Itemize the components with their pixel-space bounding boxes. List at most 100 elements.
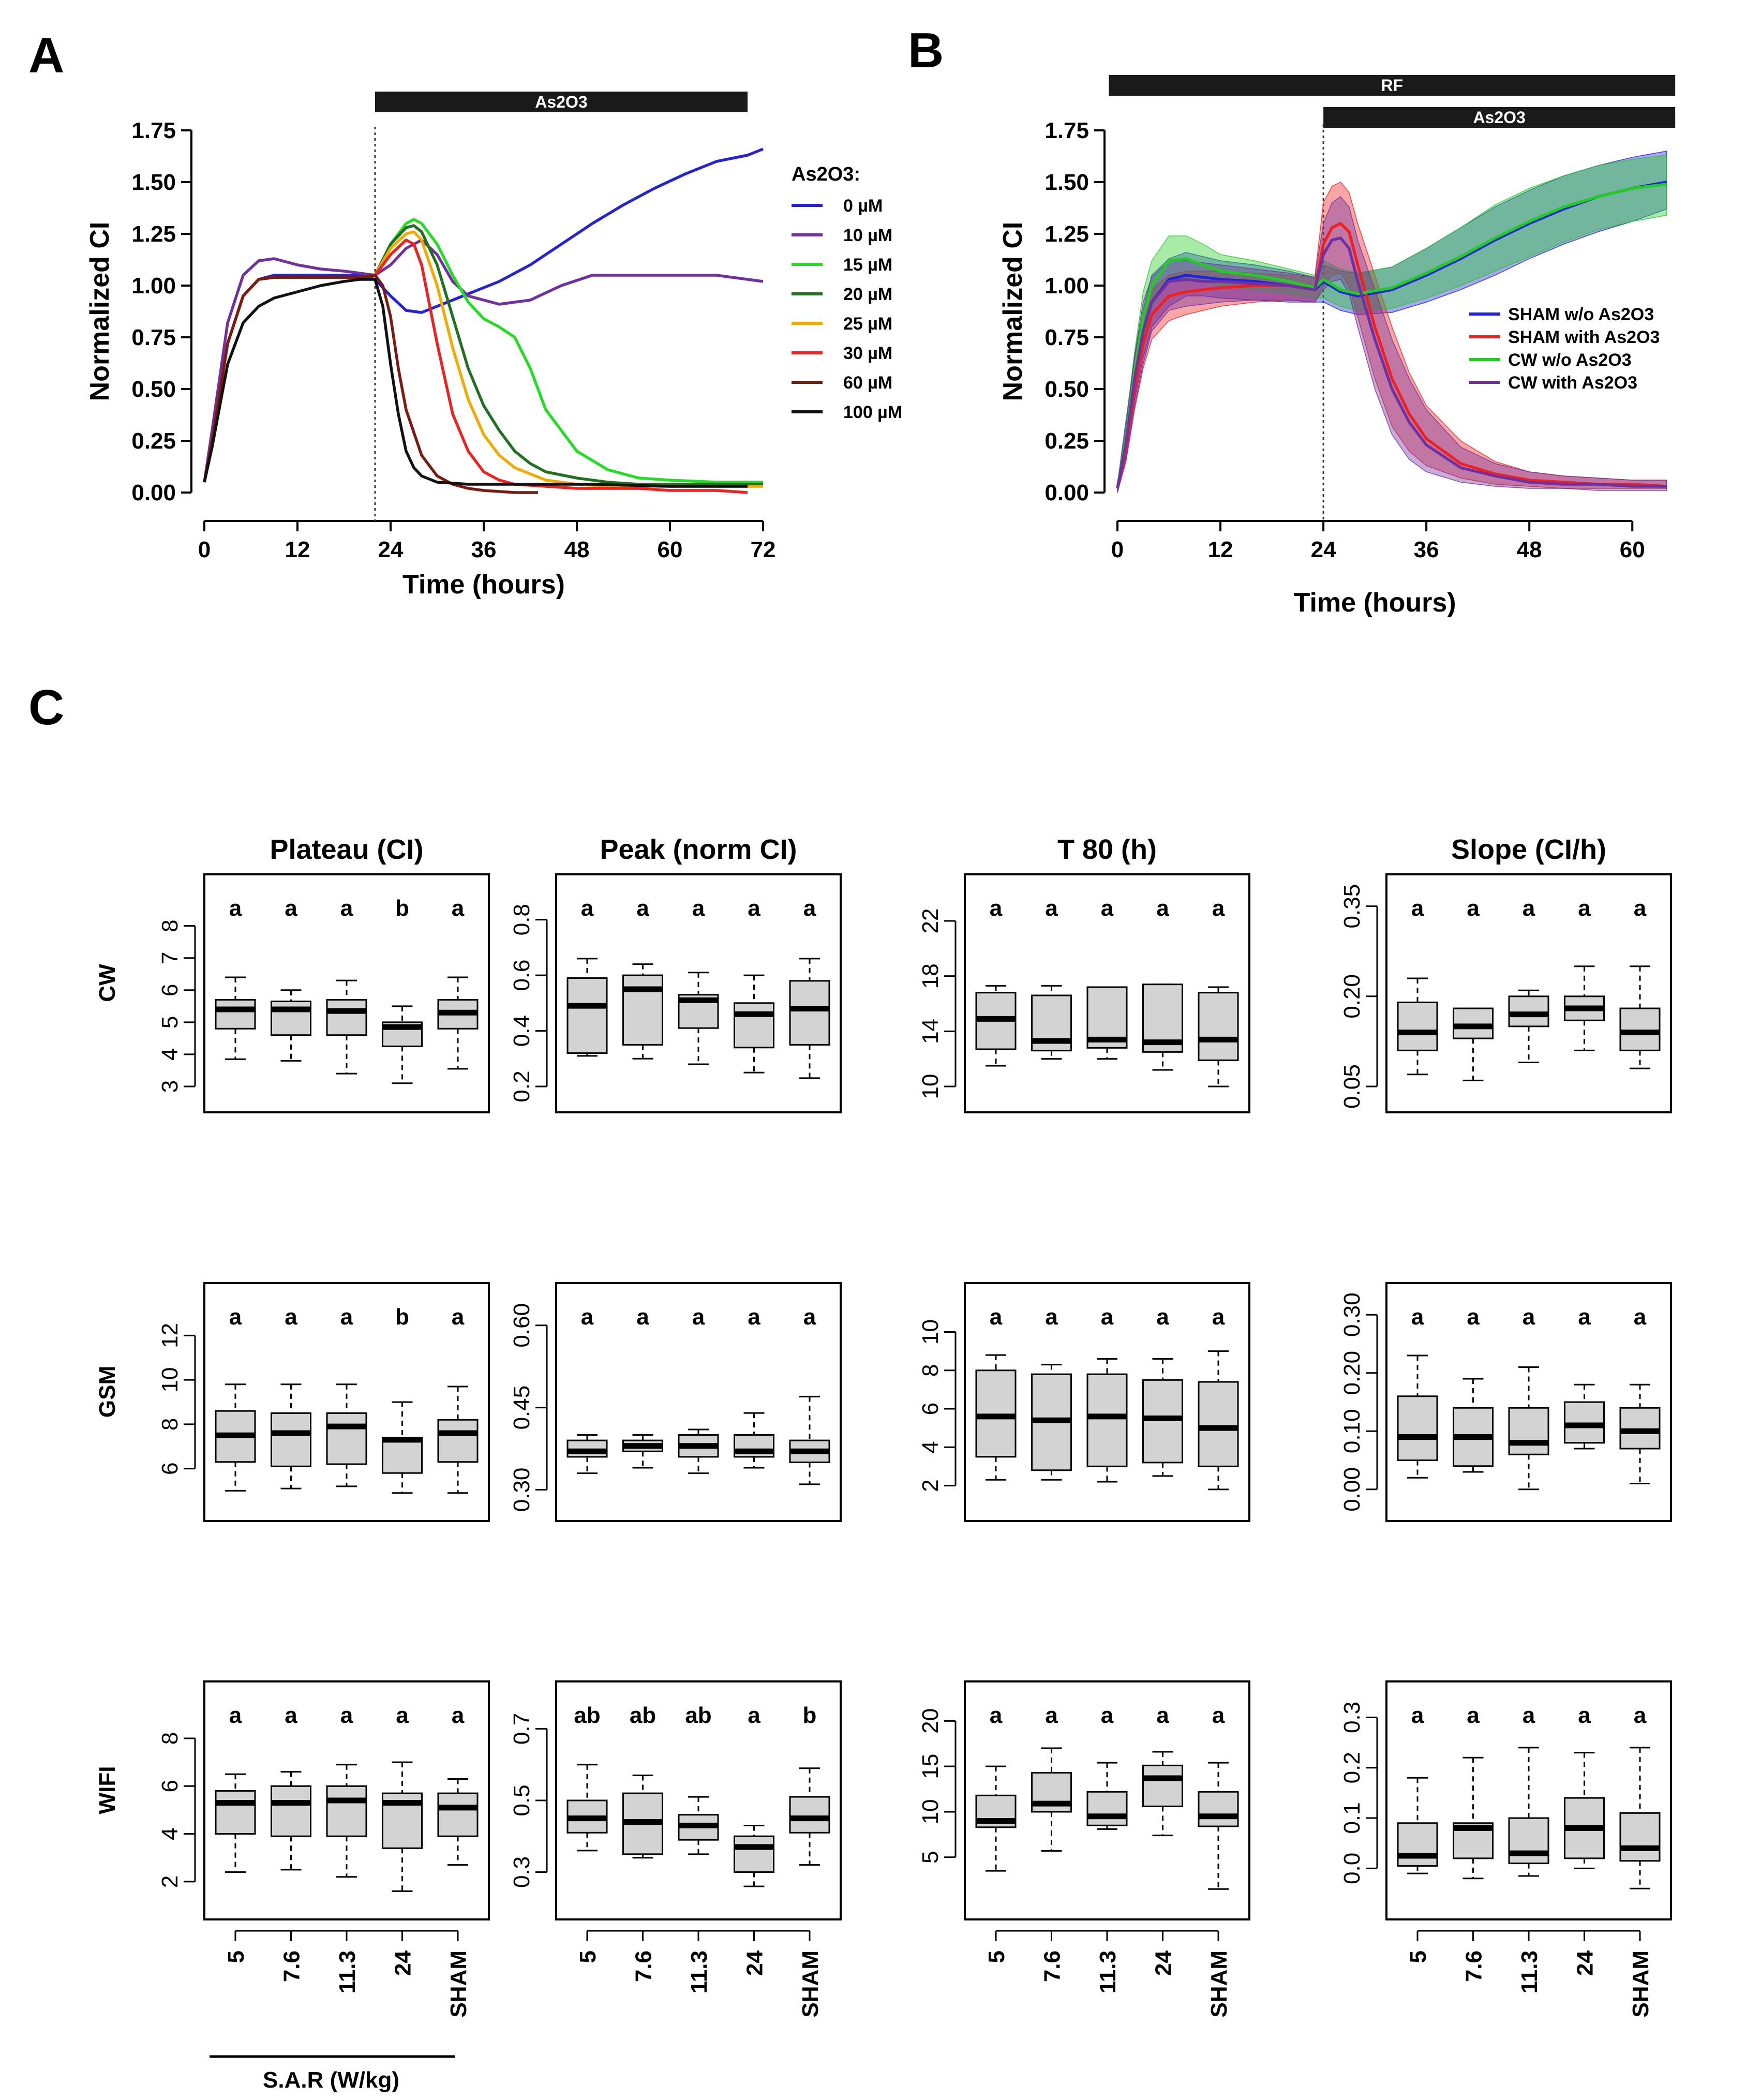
box (566, 977, 608, 1054)
y-tick-label: 0.6 (509, 959, 534, 991)
y-tick-label: 1.75 (131, 118, 176, 143)
plot-frame (964, 1282, 1250, 1522)
x-tick-label: 24 (1311, 537, 1336, 562)
box (622, 974, 663, 1046)
y-tick-label: 7 (157, 951, 183, 964)
y-tick-label: 0.10 (1339, 1409, 1365, 1453)
significance-letter: a (748, 1703, 760, 1728)
legend-label: SHAM w/o As2O3 (1508, 305, 1654, 324)
panel-label-b: B (908, 23, 944, 78)
box (215, 999, 256, 1030)
significance-letter: a (990, 1304, 1003, 1330)
significance-letter: a (1101, 1703, 1114, 1728)
y-tick-label: 0.20 (1339, 974, 1365, 1019)
boxplot-panel: 0.30.50.7 ab ab ab a b5 7.6 11.3 24 SHAM (509, 1680, 842, 2018)
y-tick-label: 4 (157, 1048, 183, 1061)
panel-a-chart: As2O3 0.00 0.25 0.50 0.75 1.00 1.25 1.50 1.75 0 12… (85, 92, 902, 600)
significance-letter: a (692, 1304, 705, 1330)
x-tick-label: 24 (378, 537, 404, 562)
x-tick-label: 7.6 (1461, 1950, 1487, 1982)
significance-letter: a (1212, 896, 1225, 921)
legend-label: 100 µM (843, 403, 902, 422)
significance-letter: a (748, 896, 760, 921)
y-tick-label: 0.75 (1044, 325, 1089, 350)
panel-b-chart: RF As2O3 0.00 0.25 0.50 0.75 1.00 1.25 1.50 1.75 0… (998, 75, 1676, 618)
legend-label: 15 µM (843, 255, 892, 275)
y-tick-label: 0.3 (1339, 1702, 1365, 1733)
y-tick-label: 6 (918, 1403, 943, 1415)
column-title: Peak (norm CI) (600, 834, 797, 865)
x-tick-label: 12 (285, 537, 310, 562)
series-line-25-m (203, 230, 763, 488)
significance-letter: a (340, 1304, 353, 1330)
treatment-bar-label: RF (1381, 76, 1403, 95)
significance-letter: a (285, 896, 297, 921)
significance-letter: a (229, 1304, 242, 1330)
x-tick-label: 48 (564, 537, 590, 562)
y-tick-label: 0.75 (131, 325, 176, 350)
box (1142, 1379, 1183, 1464)
significance-letter: ab (574, 1703, 600, 1728)
column-title: Plateau (CI) (270, 834, 423, 865)
box (382, 1437, 423, 1474)
significance-letter: a (1523, 1703, 1535, 1728)
significance-letter: a (1411, 1703, 1424, 1728)
plot-frame (203, 1282, 490, 1522)
y-tick-label: 0.45 (509, 1386, 534, 1430)
x-tick-label: 60 (658, 537, 683, 562)
significance-letter: a (1634, 1304, 1647, 1330)
y-tick-label: 0.50 (131, 377, 176, 402)
box (1198, 992, 1239, 1061)
boxplot-panel: 0.05 0.20 0.35 a a a a a (1339, 873, 1672, 1113)
x-tick-label: 60 (1620, 537, 1645, 562)
y-tick-label: 2 (918, 1479, 943, 1492)
x-tick-label: 0 (1111, 537, 1124, 562)
significance-letter: a (1045, 896, 1058, 921)
series-line-60-m (203, 274, 538, 494)
significance-letter: a (1578, 1703, 1591, 1728)
x-tick-label: 5 (575, 1950, 601, 1963)
y-tick-label: 1.75 (1044, 118, 1089, 143)
x-tick-label: 11.3 (1517, 1950, 1542, 1993)
y-tick-label: 0.25 (1044, 428, 1089, 454)
x-axis-title: Time (hours) (1294, 588, 1456, 618)
boxplot-panel: 2 4 6 8 10 a a a a a (918, 1282, 1250, 1522)
significance-letter: a (452, 1304, 465, 1330)
box (1508, 1817, 1549, 1865)
y-tick-label: 0.60 (509, 1303, 534, 1348)
series-band (1117, 196, 1667, 493)
significance-letter: a (1156, 896, 1169, 921)
y-tick-label: 0.0 (1339, 1853, 1365, 1884)
y-tick-label: 1.00 (131, 273, 176, 299)
significance-letter: a (748, 1304, 760, 1330)
significance-letter: a (1467, 1703, 1480, 1728)
boxplot-panel: 0.2 0.4 0.6 0.8 a a a a a (509, 873, 842, 1113)
boxplot-panel: 0.0 0.1 0.2 0.3 a a a a a 5 7.6 11.3 24 SHAM (1339, 1680, 1672, 2018)
significance-letter: a (1411, 896, 1424, 921)
legend-label: 60 µM (843, 373, 892, 393)
plot-frame (964, 1680, 1250, 1920)
legend-label: SHAM with As2O3 (1508, 327, 1660, 347)
legend-title: As2O3: (792, 163, 860, 185)
y-tick-label: 8 (157, 1732, 183, 1745)
x-tick-label: 5 (984, 1950, 1009, 1963)
legend-label: CW w/o As2O3 (1508, 350, 1632, 370)
y-tick-label: 0.2 (509, 1070, 534, 1102)
y-tick-label: 1.50 (131, 170, 176, 195)
box (1198, 1791, 1239, 1827)
y-tick-label: 0.25 (131, 428, 176, 454)
x-tick-label: 7.6 (279, 1950, 305, 1982)
y-tick-label: 4 (157, 1827, 183, 1840)
significance-letter: ab (685, 1703, 711, 1728)
legend-label: 10 µM (843, 226, 892, 245)
x-tick-label: 7.6 (631, 1950, 656, 1982)
y-tick-label: 0.3 (509, 1856, 534, 1888)
treatment-bar-label: As2O3 (535, 93, 587, 111)
significance-letter: a (1156, 1304, 1169, 1330)
significance-letter: a (1634, 1703, 1647, 1728)
significance-letter: b (803, 1703, 817, 1728)
box (1619, 1812, 1661, 1862)
x-tick-label: 11.3 (687, 1950, 712, 1993)
x-tick-label: SHAM (1206, 1950, 1232, 2018)
